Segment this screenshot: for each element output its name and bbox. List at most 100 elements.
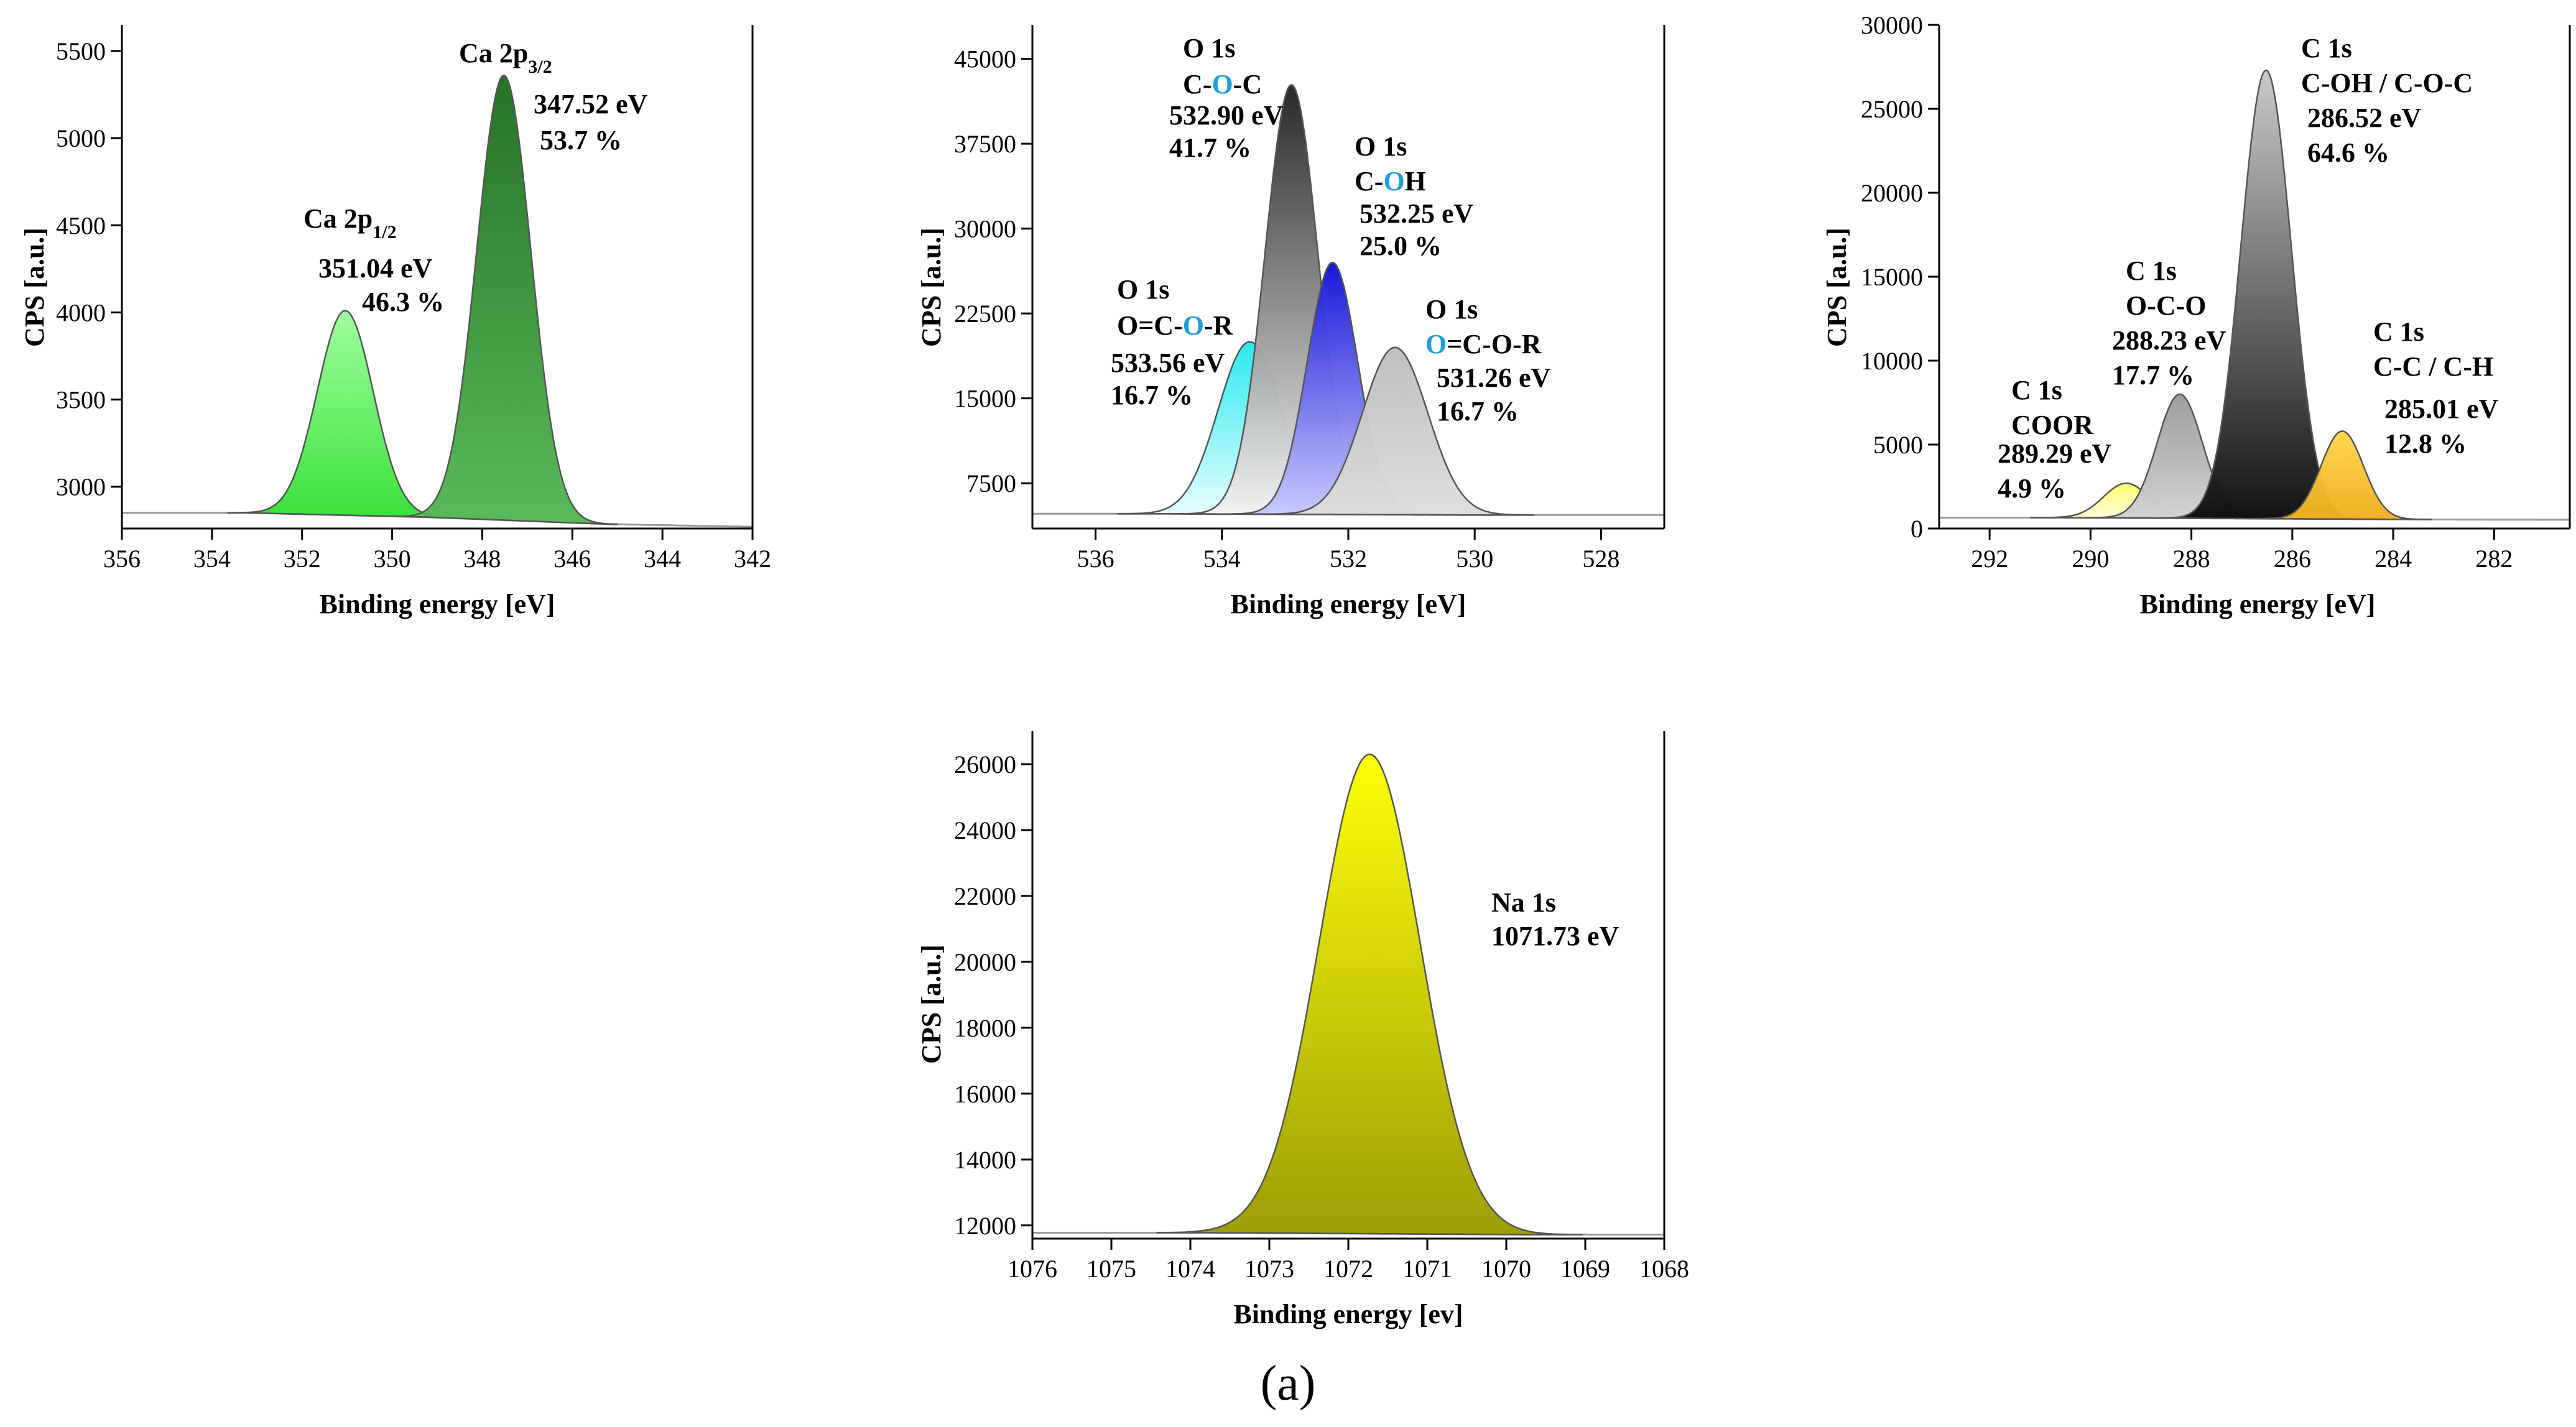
o1s-x-tick-label: 532 <box>1330 545 1367 573</box>
ca2p-y-tick-label: 5000 <box>56 124 106 152</box>
c1s-oco-title: C 1s <box>2126 256 2177 286</box>
c1s-y-tick-label: 30000 <box>1861 11 1923 39</box>
na1s-y-tick-label: 12000 <box>954 1212 1016 1240</box>
c1s-plot: 292 290 288 286 284 282 0 5000 10000 15000 20000 25… <box>1861 11 2571 573</box>
ca2p-peak1-percent: 46.3 % <box>362 287 444 317</box>
o1s-peak-4 <box>1256 346 1534 516</box>
ca2p-x-tick-label: 342 <box>734 545 771 573</box>
c1s-cc-percent: 12.8 % <box>2384 428 2467 459</box>
panel-o1s: 536 534 532 530 528 7500 15000 22500 30000 37500 4… <box>916 25 1666 619</box>
ca2p-y-tick-label: 4000 <box>56 298 106 326</box>
na1s-x-tick-label: 1069 <box>1560 1255 1610 1283</box>
c1s-coor-title: C 1s <box>2011 375 2062 405</box>
na1s-title: Na 1s <box>1491 887 1556 918</box>
o1s-y-axis-label: CPS [a.u.] <box>916 228 947 347</box>
o1s-y-tick-label: 37500 <box>954 130 1016 158</box>
c1s-coor-percent: 4.9 % <box>1998 473 2066 504</box>
na1s-x-tick-label: 1076 <box>1008 1255 1057 1283</box>
o1s-coc-energy: 532.90 eV <box>1169 100 1284 131</box>
na1s-x-tick-label: 1075 <box>1086 1255 1136 1283</box>
c1s-cohcoc-group: C-OH / C-O-C <box>2301 68 2473 98</box>
c1s-x-axis-label: Binding energy [eV] <box>2140 589 2376 619</box>
o1s-ocor-low-percent: 16.7 % <box>1437 396 1519 427</box>
na1s-y-tick-label: 20000 <box>954 948 1016 976</box>
c1s-x-tick-label: 288 <box>2173 545 2210 573</box>
o1s-coh-percent: 25.0 % <box>1360 231 1442 261</box>
na1s-x-tick-label: 1071 <box>1402 1255 1452 1283</box>
ca2p-y-tick-label: 3000 <box>56 473 106 501</box>
ca2p-x-tick-label: 348 <box>463 545 501 573</box>
na1s-y-axis-label: CPS [a.u.] <box>916 944 947 1064</box>
na1s-x-axis-label: Binding energy [ev] <box>1233 1299 1463 1329</box>
na1s-y-tick-label: 24000 <box>954 816 1016 844</box>
ca2p-peak2-energy: 347.52 eV <box>534 89 648 119</box>
ca2p-y-tick-label: 3500 <box>56 386 106 414</box>
o1s-y-tick-label: 45000 <box>954 45 1016 73</box>
c1s-peak-4 <box>2253 430 2432 520</box>
c1s-cc-group: C-C / C-H <box>2373 351 2493 382</box>
o1s-coc-title: O 1s <box>1183 33 1235 63</box>
ca2p-peak1-label: Ca 2p1/2 <box>303 203 397 242</box>
o1s-coc-percent: 41.7 % <box>1169 132 1251 163</box>
ca2p-x-axis-label: Binding energy [eV] <box>320 589 555 619</box>
na1s-y-tick-label: 26000 <box>954 750 1016 778</box>
o1s-data-area <box>1032 84 1664 516</box>
c1s-y-tick-label: 5000 <box>1873 431 1923 459</box>
c1s-oco-group: O-C-O <box>2126 290 2207 321</box>
o1s-coh-energy: 532.25 eV <box>1360 198 1474 229</box>
o1s-x-tick-label: 536 <box>1077 545 1114 573</box>
c1s-oco-energy: 288.23 eV <box>2112 325 2226 356</box>
ca2p-x-tick-label: 352 <box>284 545 321 573</box>
c1s-x-tick-label: 282 <box>2475 545 2513 573</box>
ca2p-x-tick-label: 350 <box>374 545 411 573</box>
ca2p-peak2-percent: 53.7 % <box>540 125 622 155</box>
o1s-coc-group: C-O-C <box>1183 69 1262 99</box>
c1s-y-tick-label: 0 <box>1911 515 1923 543</box>
o1s-ocor-low-title: O 1s <box>1425 294 1478 325</box>
na1s-x-tick-label: 1068 <box>1639 1255 1689 1283</box>
na1s-data-area <box>1032 753 1664 1236</box>
o1s-y-tick-label: 22500 <box>954 300 1016 328</box>
ca2p-peak2-label: Ca 2p3/2 <box>459 38 552 77</box>
ca2p-y-axis-label: CPS [a.u.] <box>19 228 50 347</box>
ca2p-x-tick-label: 346 <box>554 545 591 573</box>
panel-c1s: 292 290 288 286 284 282 0 5000 10000 15000 20000 25… <box>1822 11 2571 619</box>
o1s-coh-group: C-OH <box>1355 166 1426 196</box>
na1s-x-tick-label: 1070 <box>1481 1255 1531 1283</box>
o1s-ocor-high-group: O=C-O-R <box>1117 310 1234 341</box>
c1s-coor-group: COOR <box>2011 410 2094 440</box>
na1s-y-tick-label: 16000 <box>954 1080 1016 1108</box>
o1s-y-tick-label: 30000 <box>954 215 1016 243</box>
c1s-y-tick-label: 10000 <box>1861 347 1923 375</box>
ca2p-plot: 356 354 352 350 348 346 344 342 3000 3500 4000 4500… <box>56 25 771 573</box>
o1s-x-tick-label: 534 <box>1203 545 1241 573</box>
o1s-x-tick-label: 528 <box>1582 545 1619 573</box>
ca2p-x-tick-label: 354 <box>193 545 231 573</box>
ca2p-peak1-energy: 351.04 eV <box>318 253 433 284</box>
ca2p-y-tick-label: 4500 <box>56 211 106 239</box>
na1s-x-tick-label: 1072 <box>1323 1255 1373 1283</box>
c1s-x-tick-label: 292 <box>1971 545 2008 573</box>
c1s-cohcoc-energy: 286.52 eV <box>2307 103 2422 133</box>
na1s-y-tick-label: 22000 <box>954 882 1016 910</box>
c1s-coor-energy: 289.29 eV <box>1998 438 2112 469</box>
o1s-ocor-high-energy: 533.56 eV <box>1111 348 1225 378</box>
o1s-y-tick-label: 7500 <box>966 469 1016 497</box>
o1s-y-tick-label: 15000 <box>954 385 1016 413</box>
na1s-y-tick-label: 14000 <box>954 1146 1016 1174</box>
o1s-ocor-high-percent: 16.7 % <box>1111 380 1193 410</box>
c1s-data-area <box>1939 69 2570 521</box>
na1s-x-tick-label: 1073 <box>1244 1255 1294 1283</box>
c1s-cohcoc-title: C 1s <box>2301 33 2352 63</box>
c1s-x-tick-label: 286 <box>2274 545 2311 573</box>
o1s-ocor-high-title: O 1s <box>1117 274 1169 305</box>
ca2p-y-tick-label: 5500 <box>56 37 106 65</box>
na1s-peak-1 <box>1156 753 1583 1235</box>
na1s-x-tick-label: 1074 <box>1165 1255 1215 1283</box>
c1s-cc-energy: 285.01 eV <box>2384 394 2499 424</box>
ca2p-peak-2 <box>389 74 618 525</box>
c1s-cohcoc-percent: 64.6 % <box>2307 137 2389 168</box>
na1s-y-tick-label: 18000 <box>954 1014 1016 1042</box>
ca2p-data-area <box>122 74 753 528</box>
